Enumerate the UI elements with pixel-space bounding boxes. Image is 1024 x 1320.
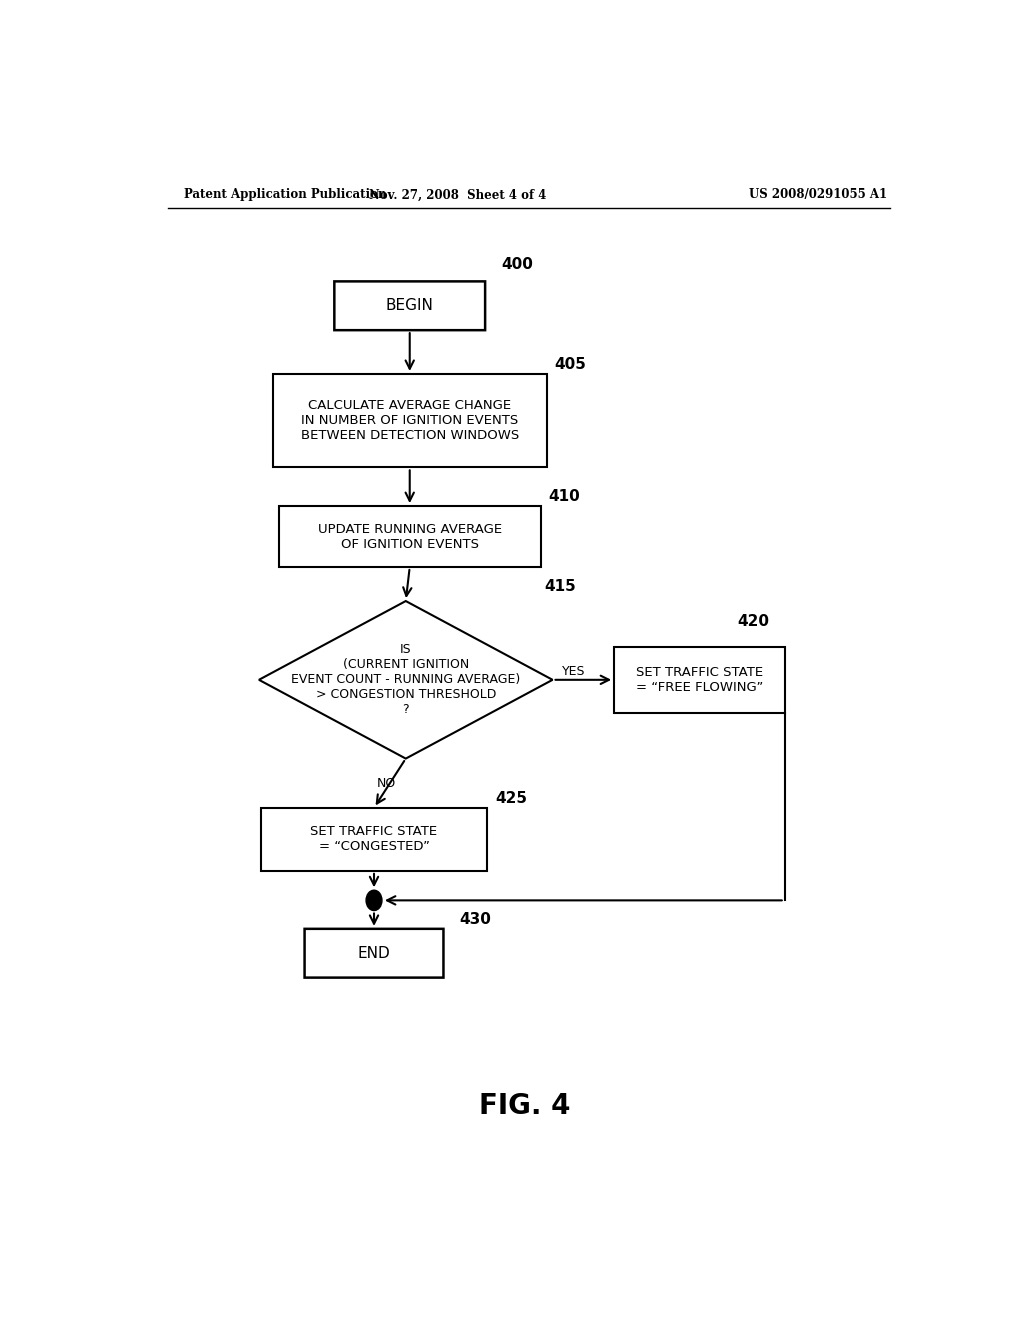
Text: END: END (357, 945, 390, 961)
FancyBboxPatch shape (304, 929, 443, 978)
Circle shape (367, 890, 382, 911)
Text: YES: YES (562, 665, 586, 678)
FancyBboxPatch shape (279, 506, 541, 568)
Text: CALCULATE AVERAGE CHANGE
IN NUMBER OF IGNITION EVENTS
BETWEEN DETECTION WINDOWS: CALCULATE AVERAGE CHANGE IN NUMBER OF IG… (301, 399, 519, 442)
Text: FIG. 4: FIG. 4 (479, 1092, 570, 1119)
Text: IS
(CURRENT IGNITION
EVENT COUNT - RUNNING AVERAGE)
> CONGESTION THRESHOLD
?: IS (CURRENT IGNITION EVENT COUNT - RUNNI… (291, 643, 520, 717)
FancyBboxPatch shape (272, 374, 547, 467)
Text: 430: 430 (460, 912, 492, 927)
Polygon shape (259, 601, 553, 759)
FancyBboxPatch shape (334, 281, 485, 330)
FancyBboxPatch shape (614, 647, 784, 713)
Text: 400: 400 (501, 257, 532, 272)
Text: Patent Application Publication: Patent Application Publication (183, 189, 386, 202)
Text: SET TRAFFIC STATE
= “CONGESTED”: SET TRAFFIC STATE = “CONGESTED” (310, 825, 437, 854)
Text: Nov. 27, 2008  Sheet 4 of 4: Nov. 27, 2008 Sheet 4 of 4 (369, 189, 546, 202)
Text: US 2008/0291055 A1: US 2008/0291055 A1 (750, 189, 888, 202)
Text: 415: 415 (545, 579, 577, 594)
Text: BEGIN: BEGIN (386, 298, 434, 313)
Text: NO: NO (376, 777, 395, 789)
Text: SET TRAFFIC STATE
= “FREE FLOWING”: SET TRAFFIC STATE = “FREE FLOWING” (636, 665, 763, 694)
Text: 405: 405 (555, 356, 587, 372)
FancyBboxPatch shape (261, 808, 487, 871)
Text: 425: 425 (495, 791, 527, 805)
Text: 420: 420 (737, 614, 769, 630)
Text: 410: 410 (549, 488, 581, 504)
Text: UPDATE RUNNING AVERAGE
OF IGNITION EVENTS: UPDATE RUNNING AVERAGE OF IGNITION EVENT… (317, 523, 502, 550)
